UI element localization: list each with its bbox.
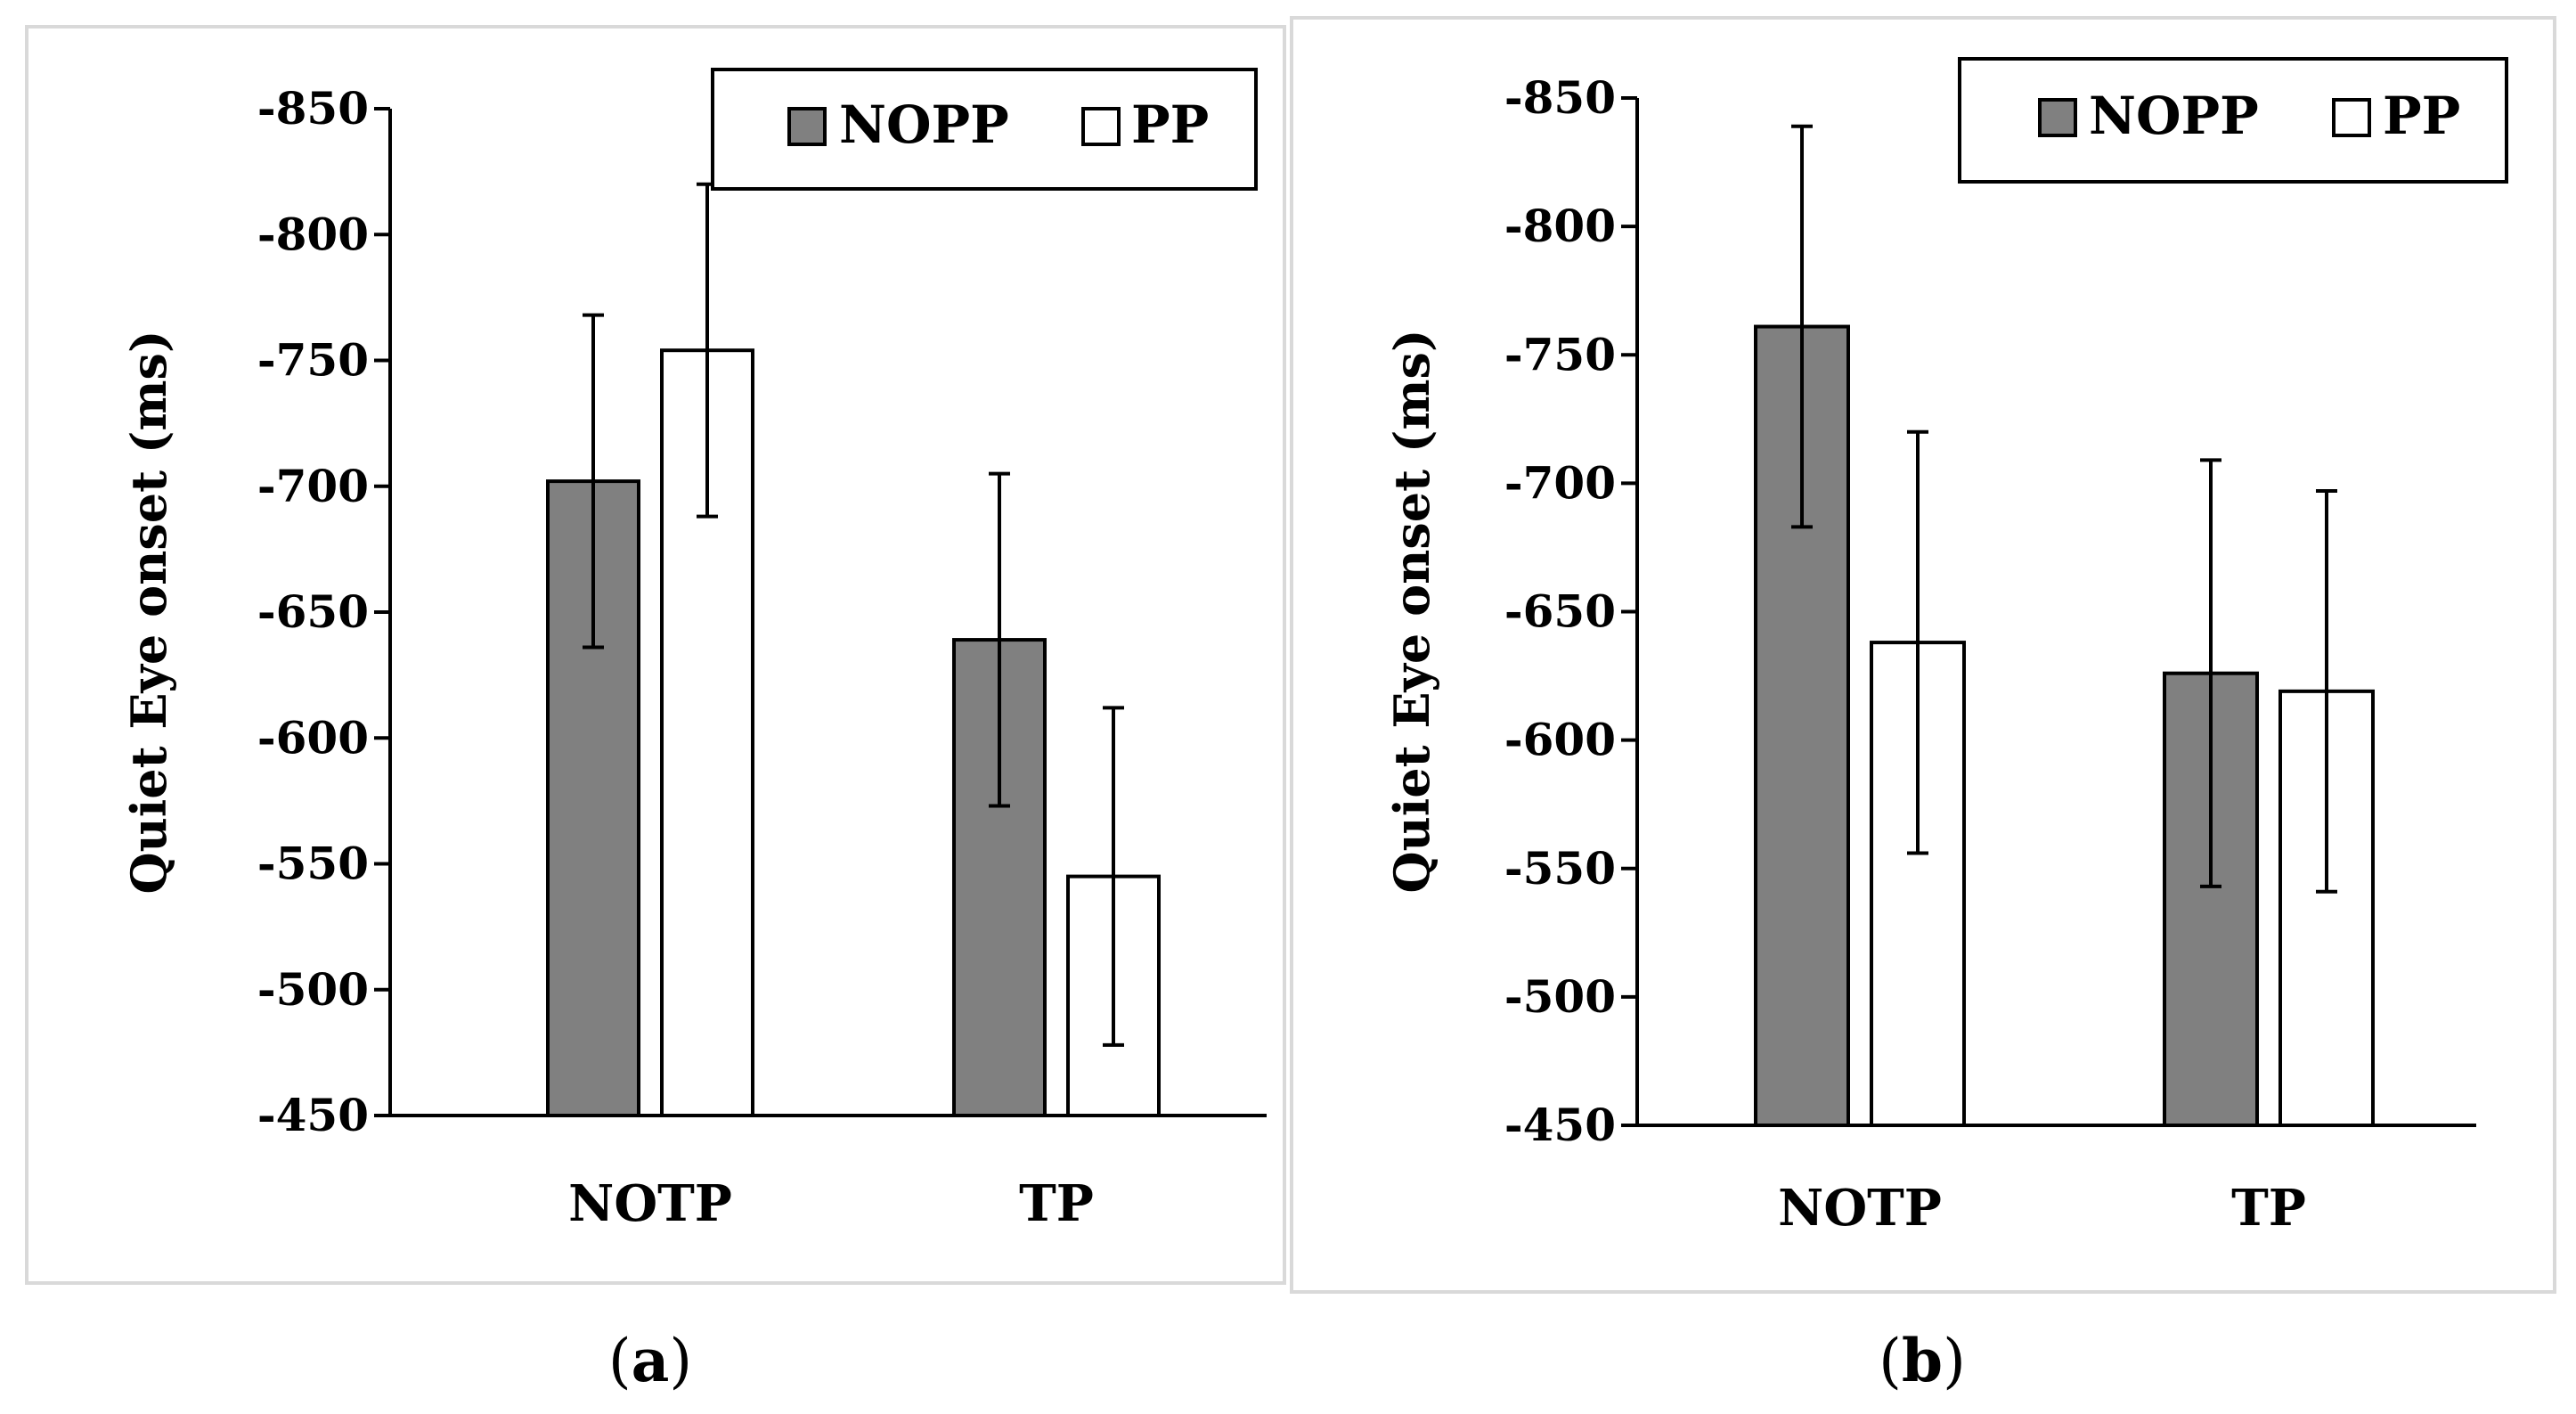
panel-b-category-label: TP bbox=[2231, 1179, 2306, 1238]
panel-a-y-tick-label: -700 bbox=[257, 460, 369, 512]
panel-b-legend-swatch-pp bbox=[2332, 98, 2371, 137]
panel-a-y-tick-label: -450 bbox=[257, 1089, 369, 1141]
panel-b-legend-label-pp: PP bbox=[2383, 86, 2460, 146]
panel-a-legend-swatch-pp bbox=[1081, 107, 1121, 146]
chart-panel-b: -850 -800 -750 -700 -650 -600 -550 -500 -450 Quie… bbox=[1383, 57, 2508, 1238]
panel-b-y-tick-label: -700 bbox=[1504, 456, 1616, 509]
panel-a-y-axis-label: Quiet Eye onset (ms) bbox=[120, 330, 177, 894]
caption-a: (a) bbox=[608, 1326, 692, 1395]
panel-b-legend-swatch-nopp bbox=[2038, 98, 2077, 137]
panel-a-category-label: NOTP bbox=[568, 1174, 732, 1233]
panel-a-legend-swatch-nopp bbox=[787, 107, 827, 146]
panel-b-y-axis-label: Quiet Eye onset (ms) bbox=[1383, 329, 1440, 893]
panel-a-y-tick-label: -650 bbox=[257, 585, 369, 638]
panel-b-y-tick-label: -800 bbox=[1504, 200, 1616, 252]
panel-a-y-tick-label: -800 bbox=[257, 208, 369, 260]
caption-b: (b) bbox=[1879, 1326, 1966, 1395]
panel-a-frame bbox=[25, 25, 1286, 1285]
panel-b-y-tick-label: -650 bbox=[1504, 585, 1616, 638]
panel-a-y-tick-label: -750 bbox=[257, 334, 369, 387]
panel-b-y-tick-label: -500 bbox=[1504, 970, 1616, 1023]
panel-a-legend-label-pp: PP bbox=[1131, 94, 1209, 155]
panel-b-y-tick-label: -850 bbox=[1504, 71, 1616, 124]
panel-b-y-tick-label: -600 bbox=[1504, 714, 1616, 766]
panel-a-category-label: TP bbox=[1019, 1174, 1094, 1233]
panel-b-legend-label-nopp: NOPP bbox=[2089, 86, 2259, 146]
panel-b-frame bbox=[1290, 16, 2556, 1294]
panel-b-y-tick-label: -450 bbox=[1504, 1099, 1616, 1151]
panel-a-y-tick-label: -550 bbox=[257, 838, 369, 890]
panel-b-y-tick-label: -750 bbox=[1504, 328, 1616, 380]
panel-b-y-tick-label: -550 bbox=[1504, 842, 1616, 895]
panel-a-legend-label-nopp: NOPP bbox=[839, 94, 1009, 155]
panel-a-y-tick-label: -500 bbox=[257, 963, 369, 1016]
chart-panel-a: -850 -800 -750 -700 -650 -600 -550 -500 -450 Quie… bbox=[120, 68, 1267, 1233]
panel-a-y-tick-label: -600 bbox=[257, 711, 369, 764]
panel-b-category-label: NOTP bbox=[1778, 1179, 1942, 1238]
panel-a-y-tick-label: -850 bbox=[257, 82, 369, 135]
